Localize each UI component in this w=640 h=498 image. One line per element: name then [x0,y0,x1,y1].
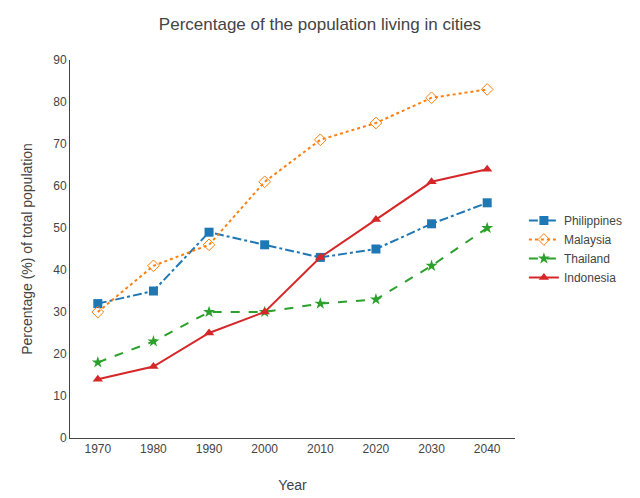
svg-text:1990: 1990 [196,442,223,456]
svg-text:2000: 2000 [251,442,278,456]
svg-text:Percentage of the population l: Percentage of the population living in c… [159,15,481,34]
svg-text:Malaysia: Malaysia [564,233,612,247]
svg-text:Year: Year [278,477,307,493]
svg-text:1970: 1970 [84,442,111,456]
svg-text:60: 60 [53,179,67,193]
svg-text:Thailand: Thailand [564,252,610,266]
svg-text:80: 80 [53,95,67,109]
svg-text:10: 10 [53,389,67,403]
svg-text:2010: 2010 [307,442,334,456]
svg-text:Philippines: Philippines [564,214,622,228]
svg-text:0: 0 [60,431,67,445]
svg-text:Indonesia: Indonesia [564,271,616,285]
svg-text:30: 30 [53,305,67,319]
svg-text:2040: 2040 [474,442,501,456]
svg-text:40: 40 [53,263,67,277]
svg-text:20: 20 [53,347,67,361]
svg-text:70: 70 [53,137,67,151]
svg-text:1980: 1980 [140,442,167,456]
svg-text:Percentage (%) of total popula: Percentage (%) of total population [19,143,35,355]
svg-text:90: 90 [53,53,67,67]
svg-text:2030: 2030 [418,442,445,456]
svg-text:2020: 2020 [363,442,390,456]
svg-text:50: 50 [53,221,67,235]
